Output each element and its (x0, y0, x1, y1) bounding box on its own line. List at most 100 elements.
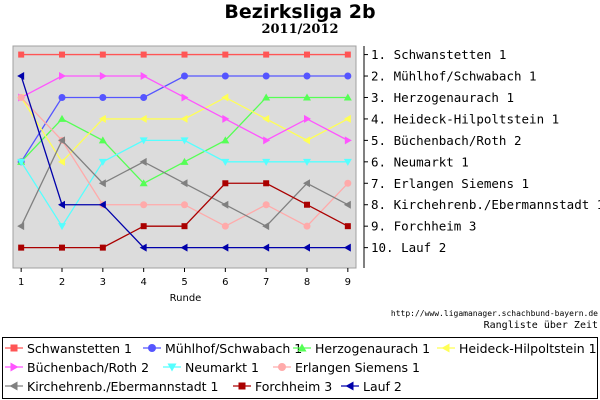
rank-label: 7. Erlangen Siemens 1 (371, 176, 529, 191)
data-point (17, 72, 25, 81)
legend-item[interactable]: Neumarkt 1 (163, 359, 259, 375)
rank-axis: 1. Schwanstetten 1 2. Mühlhof/Schwabach … (363, 46, 600, 268)
legend-marker-shape (9, 381, 18, 391)
legend-item[interactable]: Mühlhof/Schwabach 1 (143, 340, 302, 356)
data-point (304, 114, 311, 123)
data-point (222, 180, 229, 187)
legend-item[interactable]: Lauf 2 (341, 378, 402, 394)
data-point (221, 136, 230, 144)
data-point (344, 51, 351, 58)
legend-item[interactable]: Schwanstetten 1 (5, 340, 132, 356)
source-url[interactable]: http://www.ligamanager.schachbund-bayern… (390, 309, 598, 318)
x-tick-label: 1 (18, 277, 24, 288)
data-point (303, 179, 310, 188)
data-point (99, 51, 106, 58)
data-point (222, 51, 229, 58)
data-point (58, 223, 66, 231)
legend-item[interactable]: Heideck-Hilpoltstein 1 (437, 340, 597, 356)
series-0 (18, 51, 351, 58)
data-point (140, 51, 147, 58)
data-point (181, 72, 188, 80)
chart-legend: Schwanstetten 1 Mühlhof/Schwabach 1 Herzog… (2, 337, 598, 399)
data-point (221, 158, 230, 166)
data-point (18, 244, 25, 251)
legend-marker-icon (341, 381, 359, 391)
legend-marker-shape (10, 362, 19, 372)
legend-label: Forchheim 3 (255, 378, 333, 394)
data-point (181, 93, 189, 102)
data-point (98, 158, 107, 166)
data-point (303, 72, 311, 80)
data-point (58, 157, 65, 166)
legend-marker-shape (297, 343, 307, 352)
legend-marker-icon (163, 363, 181, 372)
data-point (139, 137, 148, 145)
data-point (98, 200, 106, 209)
series-9 (17, 72, 351, 252)
legend-marker-shape (238, 382, 246, 390)
data-point (140, 72, 148, 81)
data-point (262, 158, 271, 166)
legend-marker-icon (437, 343, 455, 353)
legend-item[interactable]: Forchheim 3 (233, 378, 332, 394)
data-point (221, 243, 229, 252)
legend-label: Kirchehrenb./Ebermannstadt 1 (27, 378, 219, 394)
data-point (263, 136, 271, 145)
rank-label: 8. Kirchehrenb./Ebermannstadt 1 (371, 197, 600, 212)
data-point (98, 179, 106, 188)
data-point (262, 201, 270, 209)
rank-label: 3. Herzogenaurach 1 (371, 90, 514, 105)
rank-label: 5. Büchenbach/Roth 2 (371, 133, 522, 148)
x-tick-label: 8 (304, 277, 310, 288)
data-point (263, 51, 270, 58)
data-point (99, 72, 107, 81)
data-point (343, 114, 351, 123)
legend-marker-icon (143, 344, 161, 352)
data-point (180, 179, 188, 188)
data-point (98, 136, 107, 144)
data-point (181, 51, 188, 58)
x-tick-label: 7 (263, 277, 269, 288)
rank-label: 1. Schwanstetten 1 (371, 47, 506, 62)
rank-label: 6. Neumarkt 1 (371, 154, 469, 169)
data-point (58, 136, 65, 145)
data-point (262, 93, 271, 101)
legend-marker-icon (5, 344, 23, 352)
data-point (98, 114, 106, 123)
data-point (221, 222, 229, 230)
data-point (303, 158, 311, 166)
plot-area (12, 45, 357, 269)
legend-marker-icon (5, 362, 23, 372)
data-point (140, 93, 148, 101)
data-point (221, 200, 229, 209)
legend-marker-icon (273, 363, 291, 371)
x-axis-label: Runde (170, 293, 202, 304)
legend-label: Büchenbach/Roth 2 (27, 359, 150, 375)
legend-item[interactable]: Herzogenaurach 1 (293, 340, 430, 356)
data-point (17, 222, 25, 231)
data-point (180, 114, 188, 123)
data-point (304, 51, 310, 58)
x-tick-label: 9 (345, 277, 351, 288)
legend-marker-shape (345, 381, 354, 391)
data-point (343, 158, 352, 166)
legend-marker-shape (167, 363, 177, 372)
data-point (303, 93, 311, 101)
data-point (303, 243, 310, 252)
data-point (17, 158, 26, 166)
legend-label: Lauf 2 (363, 378, 402, 394)
legend-item[interactable]: Erlangen Siemens 1 (273, 359, 420, 375)
legend-marker-icon (5, 381, 23, 391)
legend-item[interactable]: Büchenbach/Roth 2 (5, 359, 149, 375)
legend-item[interactable]: Kirchehrenb./Ebermannstadt 1 (5, 378, 219, 394)
data-point (181, 201, 188, 209)
data-point (303, 136, 310, 145)
data-point (343, 93, 352, 101)
data-point (262, 72, 270, 80)
data-point (59, 51, 65, 58)
data-point (59, 72, 66, 81)
x-tick-label: 4 (140, 277, 146, 288)
legend-label: Herzogenaurach 1 (315, 340, 431, 356)
data-point (180, 243, 188, 252)
